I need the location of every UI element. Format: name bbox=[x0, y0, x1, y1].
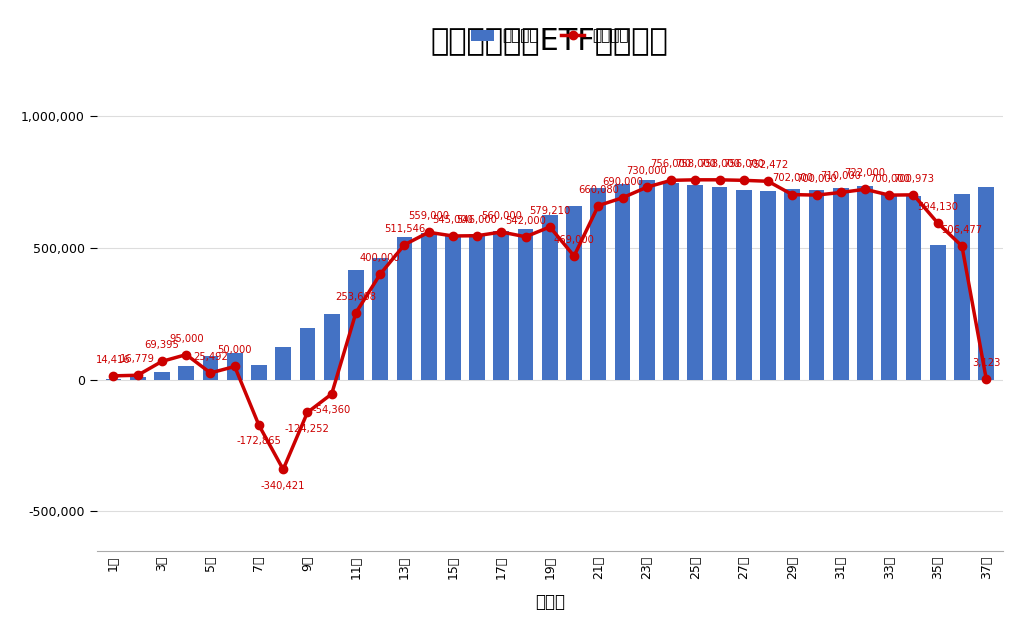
Text: 3,123: 3,123 bbox=[972, 358, 1000, 368]
Bar bbox=[542, 215, 558, 380]
Bar bbox=[421, 233, 436, 380]
Bar bbox=[833, 188, 849, 380]
Text: 722,000: 722,000 bbox=[845, 168, 886, 178]
Text: 758,000: 758,000 bbox=[699, 159, 740, 169]
Bar bbox=[905, 196, 922, 380]
Bar bbox=[954, 194, 970, 380]
Text: 756,000: 756,000 bbox=[723, 159, 764, 169]
Text: 594,130: 594,130 bbox=[918, 202, 958, 212]
Text: 560,000: 560,000 bbox=[481, 211, 522, 221]
Text: 400,000: 400,000 bbox=[359, 253, 400, 263]
Bar bbox=[203, 356, 218, 380]
Bar bbox=[251, 365, 267, 380]
Text: 25,492: 25,492 bbox=[193, 352, 228, 362]
Bar bbox=[664, 183, 679, 380]
Bar bbox=[857, 186, 872, 380]
X-axis label: 経過週: 経過週 bbox=[535, 593, 565, 611]
Text: 542,000: 542,000 bbox=[505, 216, 546, 226]
Text: 253,608: 253,608 bbox=[336, 292, 377, 301]
Bar bbox=[445, 235, 461, 380]
Bar bbox=[275, 347, 291, 380]
Text: 69,395: 69,395 bbox=[144, 340, 179, 350]
Bar bbox=[760, 191, 776, 380]
Text: 700,973: 700,973 bbox=[893, 174, 934, 184]
Text: 546,000: 546,000 bbox=[457, 215, 498, 224]
Text: 690,000: 690,000 bbox=[602, 176, 643, 186]
Text: 700,000: 700,000 bbox=[796, 174, 837, 184]
Text: 95,000: 95,000 bbox=[169, 334, 204, 344]
Bar bbox=[300, 328, 315, 380]
Text: -340,421: -340,421 bbox=[261, 480, 305, 490]
Text: -54,360: -54,360 bbox=[312, 405, 351, 415]
Title: トライオートETF週間実績: トライオートETF週間実績 bbox=[431, 26, 669, 55]
Bar bbox=[373, 258, 388, 380]
Text: 506,477: 506,477 bbox=[941, 225, 982, 235]
Bar bbox=[978, 186, 994, 380]
Text: 730,000: 730,000 bbox=[627, 166, 668, 176]
Bar bbox=[324, 314, 340, 380]
Bar bbox=[396, 237, 413, 380]
Bar bbox=[494, 231, 509, 380]
Text: 16,779: 16,779 bbox=[120, 354, 156, 364]
Text: -172,865: -172,865 bbox=[237, 436, 282, 446]
Bar bbox=[784, 190, 800, 380]
Bar bbox=[809, 190, 824, 380]
Text: 511,546: 511,546 bbox=[384, 224, 425, 234]
Bar bbox=[614, 184, 631, 380]
Text: 660,080: 660,080 bbox=[578, 185, 618, 195]
Bar bbox=[226, 353, 243, 380]
Text: 752,472: 752,472 bbox=[748, 160, 788, 170]
Text: 14,416: 14,416 bbox=[96, 355, 131, 365]
Text: 559,000: 559,000 bbox=[409, 211, 450, 221]
Bar bbox=[736, 190, 752, 380]
Text: 710,000: 710,000 bbox=[820, 171, 861, 181]
Bar bbox=[178, 366, 195, 380]
Bar bbox=[469, 234, 485, 380]
Bar bbox=[930, 245, 945, 380]
Bar bbox=[130, 377, 145, 380]
Bar bbox=[105, 379, 122, 380]
Bar bbox=[154, 372, 170, 380]
Text: 579,210: 579,210 bbox=[529, 206, 570, 216]
Legend: 累計利益, 実現損益: 累計利益, 実現損益 bbox=[465, 22, 635, 50]
Bar bbox=[712, 187, 727, 380]
Bar bbox=[687, 185, 703, 380]
Text: 469,000: 469,000 bbox=[554, 235, 595, 245]
Text: 50,000: 50,000 bbox=[217, 345, 252, 355]
Bar bbox=[348, 270, 364, 380]
Bar bbox=[566, 205, 582, 380]
Text: 702,000: 702,000 bbox=[772, 173, 813, 183]
Bar bbox=[882, 194, 897, 380]
Bar bbox=[518, 229, 534, 380]
Text: 756,000: 756,000 bbox=[650, 159, 691, 169]
Text: 545,000: 545,000 bbox=[432, 215, 473, 225]
Text: -124,252: -124,252 bbox=[285, 423, 330, 434]
Bar bbox=[591, 188, 606, 380]
Text: 758,000: 758,000 bbox=[675, 159, 716, 169]
Text: 700,000: 700,000 bbox=[868, 174, 909, 184]
Bar bbox=[639, 180, 654, 380]
